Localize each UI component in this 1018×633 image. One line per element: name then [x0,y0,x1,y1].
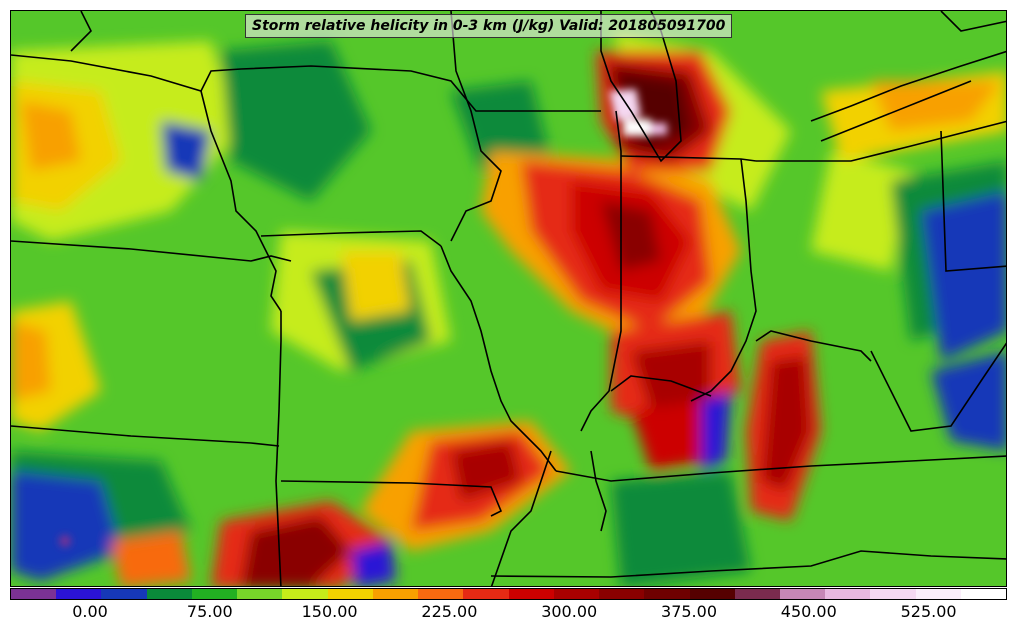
colorbar-segment [915,589,961,599]
colorbar-segment [11,589,57,599]
colorbar-segment [282,589,328,599]
colorbar-segment [372,589,419,599]
colorbar-segment [825,589,871,599]
map-panel [10,10,1007,587]
colorbar-segment [191,589,238,599]
colorbar-segment [56,589,102,599]
colorbar-tick-label: 150.00 [301,602,358,621]
colorbar-tick-label: 0.00 [72,602,108,621]
colorbar-tick-label: 300.00 [541,602,598,621]
colorbar-segment [508,589,554,599]
colorbar-segment [779,589,826,599]
colorbar-segment [644,589,690,599]
map-title: Storm relative helicity in 0-3 km (J/kg)… [252,18,726,34]
colorbar-segment [327,589,373,599]
colorbar-segment [599,589,645,599]
colorbar-segment [734,589,780,599]
map-title-box: Storm relative helicity in 0-3 km (J/kg)… [245,14,733,38]
colorbar-tick-label: 225.00 [421,602,478,621]
colorbar-segment [463,589,509,599]
colorbar-tick-label: 375.00 [661,602,717,621]
helicity-field [11,31,1006,586]
colorbar-segment [146,589,192,599]
colorbar-segment [689,589,735,599]
colorbar-segment [870,589,916,599]
colorbar-segment [237,589,283,599]
colorbar-tick-label: 450.00 [780,602,837,621]
state-boundaries [11,11,1006,586]
colorbar-tick-label: 525.00 [900,602,957,621]
colorbar-tick-labels: 0.00 75.00 150.00 225.00 300.00 375.00 450.00 5… [0,602,1018,626]
colorbar-tick-label: 75.00 [186,602,233,621]
colorbar-segment [553,589,600,599]
helicity-map [11,11,1006,586]
colorbar-segment [418,589,464,599]
colorbar-segment [960,589,1007,599]
colorbar-segment [101,589,147,599]
colorbar [10,588,1007,600]
